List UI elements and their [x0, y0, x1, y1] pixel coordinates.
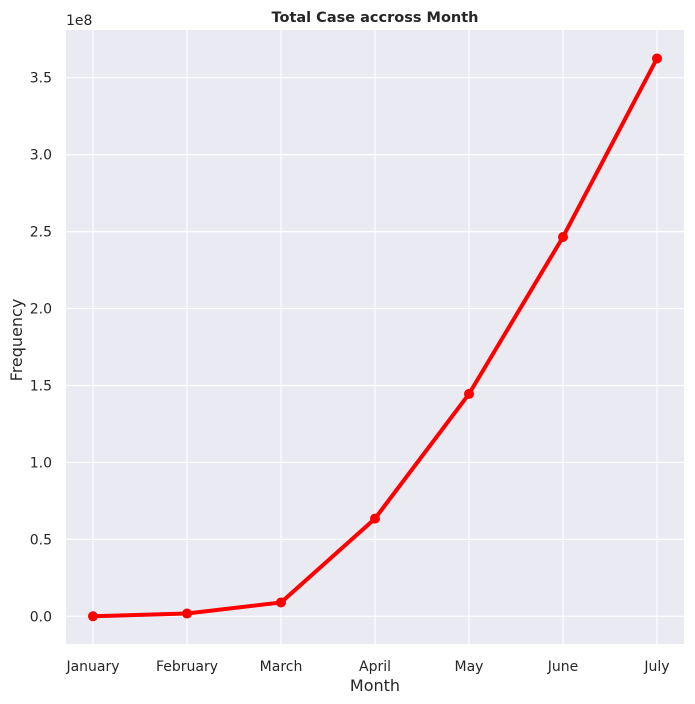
data-point [370, 513, 380, 524]
y-axis-offset-label: 1e8 [66, 13, 92, 29]
x-tick-label: April [359, 659, 391, 675]
y-tick-label: 3.0 [30, 148, 52, 164]
x-axis-ticks: January February March April May June July [65, 659, 669, 675]
data-point [88, 611, 98, 622]
x-tick-label: June [547, 659, 579, 675]
y-axis-label: Frequency [7, 299, 26, 382]
x-axis-label: Month [350, 676, 400, 695]
data-point [652, 53, 662, 64]
x-tick-label: February [156, 659, 218, 675]
y-tick-label: 3.5 [30, 71, 52, 87]
y-tick-label: 2.5 [30, 225, 52, 241]
y-tick-label: 2.0 [30, 302, 52, 318]
y-axis-ticks: 0.0 0.5 1.0 1.5 2.0 2.5 3.0 3.5 [30, 71, 52, 626]
data-point [182, 608, 192, 619]
data-point [464, 388, 474, 399]
x-tick-label: July [643, 659, 669, 675]
y-tick-label: 1.5 [30, 378, 52, 394]
series-layer [88, 53, 662, 622]
chart-title: Total Case accross Month [272, 10, 479, 26]
y-tick-label: 0.5 [30, 532, 52, 548]
x-tick-label: January [65, 659, 119, 675]
y-tick-label: 1.0 [30, 455, 52, 471]
x-tick-label: March [260, 659, 303, 675]
grid-lines [66, 30, 684, 644]
data-point [276, 597, 286, 608]
data-point [558, 231, 568, 242]
y-tick-label: 0.0 [30, 609, 52, 625]
x-tick-label: May [455, 659, 484, 675]
